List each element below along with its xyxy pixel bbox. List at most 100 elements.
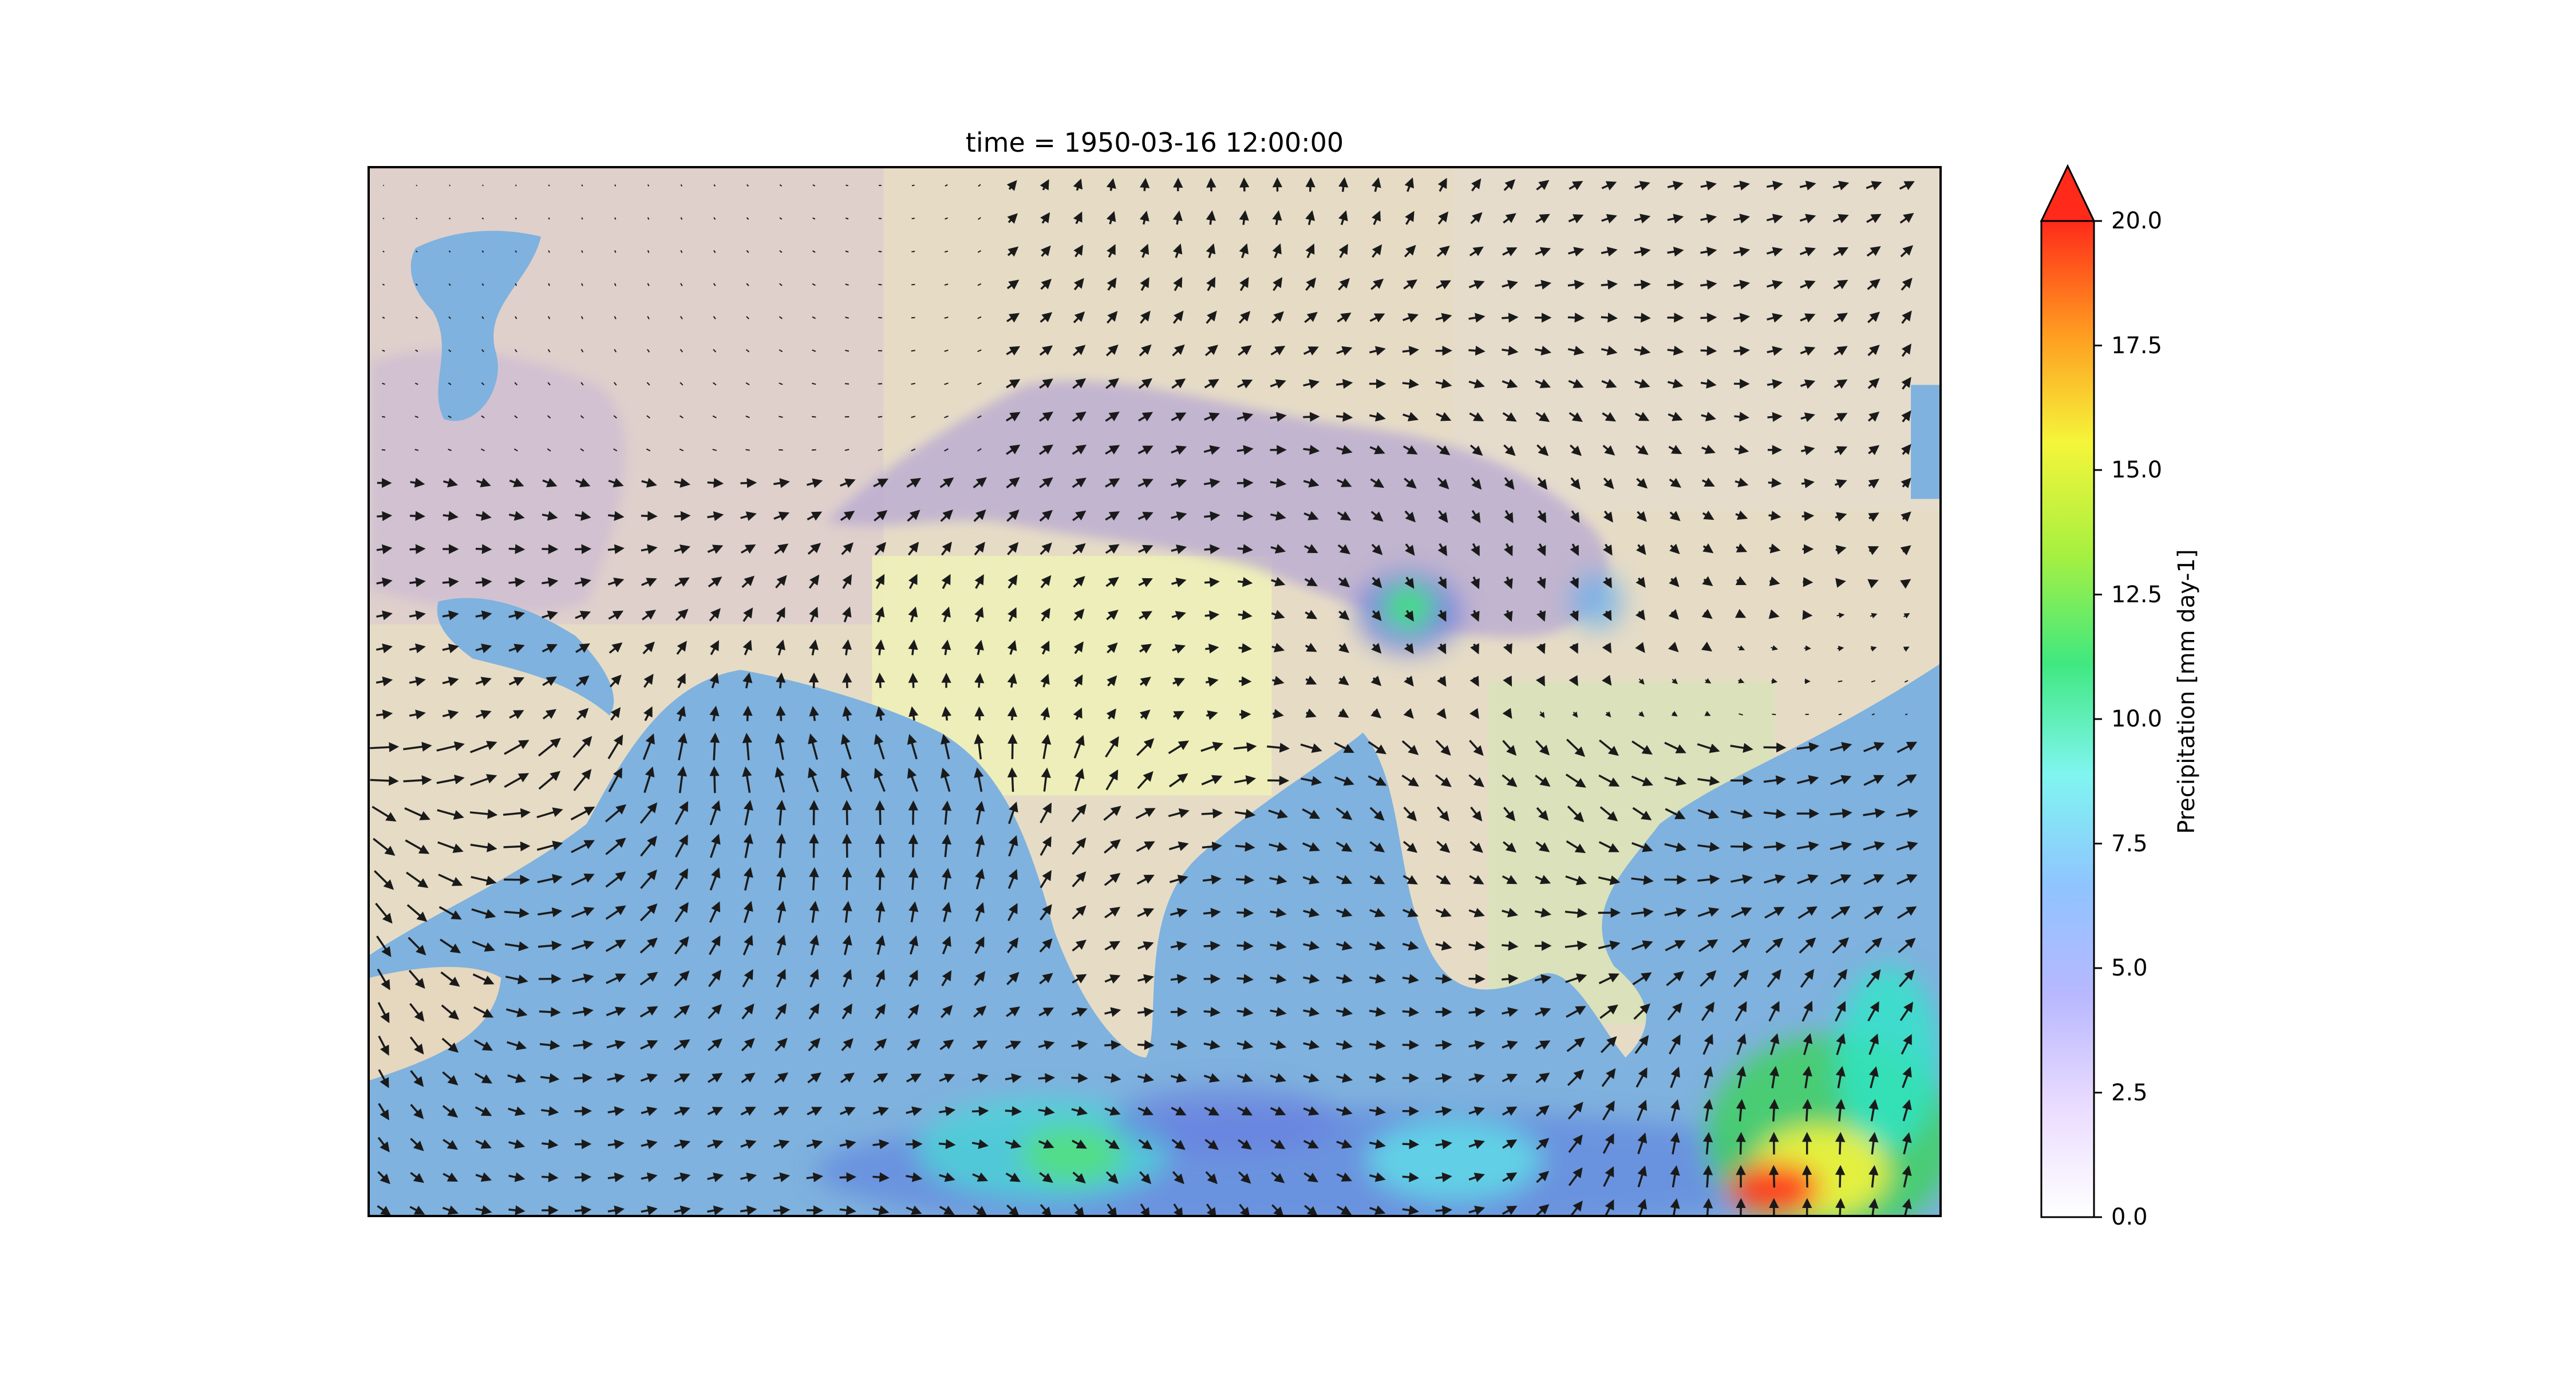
wind-arrow: [1171, 511, 1187, 522]
colorbar-label: Precipitation [mm day-1]: [2174, 549, 2200, 834]
wind-arrow: [1140, 310, 1151, 324]
wind-arrow: [1304, 311, 1318, 323]
wind-arrow: [1566, 739, 1586, 757]
wind-arrow: [475, 577, 492, 587]
wind-arrow: [1701, 477, 1715, 487]
wind-arrow: [1565, 875, 1587, 886]
wind-arrow: [1863, 742, 1885, 752]
wind-arrow: [1601, 279, 1618, 290]
wind-arrow: [1668, 609, 1679, 620]
wind-arrow: [1704, 710, 1711, 716]
wind-arrow: [1804, 645, 1811, 652]
wind-arrow: [1303, 445, 1320, 455]
wind-arrow: [1535, 345, 1552, 356]
wind-arrow: [1007, 213, 1018, 224]
wind-arrow: [742, 934, 753, 956]
wind-arrow: [1536, 510, 1547, 523]
wind-arrow: [538, 907, 563, 918]
wind-arrow: [1601, 345, 1618, 356]
wind-arrow: [1201, 775, 1223, 785]
wind-arrow: [1204, 345, 1219, 357]
wind-arrow: [642, 733, 655, 760]
wind-arrow: [404, 807, 430, 820]
wind-arrow: [1272, 210, 1282, 226]
wind-arrow: [415, 283, 418, 286]
wind-arrow: [1173, 277, 1183, 291]
wind-arrow: [1267, 775, 1290, 786]
wind-arrow: [845, 283, 849, 286]
wind-arrow: [1006, 477, 1020, 489]
wind-arrow: [606, 973, 626, 984]
wind-arrow: [1568, 181, 1583, 191]
wind-arrow: [1041, 767, 1051, 792]
wind-arrow: [505, 974, 528, 985]
wind-arrow: [1796, 742, 1819, 752]
wind-arrow: [1799, 214, 1816, 224]
wind-arrow: [1469, 840, 1483, 853]
wind-arrow: [1270, 941, 1287, 951]
wind-arrow: [1733, 214, 1751, 224]
wind-arrow: [542, 643, 558, 653]
wind-arrow: [674, 544, 691, 554]
wind-arrow: [944, 349, 949, 352]
wind-arrow: [548, 283, 550, 286]
wind-arrow: [911, 416, 916, 418]
wind-arrow: [1073, 641, 1084, 654]
wind-arrow: [542, 577, 559, 587]
wind-arrow: [1303, 511, 1319, 520]
wind-arrow: [1204, 577, 1220, 587]
wind-arrow: [376, 935, 392, 957]
wind-arrow: [1270, 346, 1286, 356]
wind-arrow: [878, 448, 883, 451]
wind-arrow: [808, 767, 819, 792]
wind-arrow: [974, 970, 986, 986]
wind-arrow: [978, 217, 981, 220]
wind-arrow: [1901, 344, 1912, 357]
wind-arrow: [1730, 907, 1752, 918]
wind-arrow: [1206, 310, 1217, 324]
wind-arrow: [1867, 278, 1880, 290]
wind-arrow: [1672, 678, 1678, 684]
wind-arrow: [1008, 607, 1017, 622]
wind-arrow: [504, 941, 529, 951]
wind-arrow: [974, 639, 984, 656]
wind-arrow: [874, 510, 888, 522]
wind-arrow: [1737, 645, 1745, 650]
wind-arrow: [1863, 841, 1885, 851]
wind-arrow: [776, 901, 787, 923]
wind-arrow: [1636, 477, 1648, 489]
wind-arrow: [709, 766, 720, 793]
wind-arrow: [709, 935, 721, 956]
wind-arrow: [1139, 210, 1149, 225]
wind-arrow: [442, 709, 459, 720]
wind-arrow: [1237, 577, 1253, 587]
wind-arrow: [1469, 708, 1479, 719]
wind-arrow: [1835, 544, 1847, 555]
wind-arrow: [1338, 675, 1349, 686]
wind-arrow: [1634, 246, 1651, 257]
wind-arrow: [908, 969, 918, 987]
wind-arrow: [1599, 806, 1618, 822]
wind-arrow: [974, 733, 984, 760]
wind-arrow: [647, 217, 650, 220]
wind-arrow: [1831, 906, 1851, 919]
wind-arrow: [1304, 577, 1318, 587]
wind-arrow: [1404, 177, 1415, 192]
wind-arrow: [1072, 378, 1086, 389]
wind-arrow: [1833, 247, 1849, 256]
wind-arrow: [1601, 378, 1617, 388]
wind-arrow: [977, 448, 982, 452]
wind-arrow: [677, 766, 688, 793]
wind-arrow: [1601, 247, 1618, 257]
wind-arrow: [376, 544, 393, 554]
wind-arrow: [875, 606, 885, 623]
wind-arrow: [542, 511, 558, 521]
wind-arrow: [374, 870, 394, 890]
wind-arrow: [712, 382, 717, 386]
wind-arrow: [370, 776, 399, 786]
wind-arrow: [875, 574, 885, 589]
wind-arrow: [977, 250, 981, 253]
wind-arrow: [1401, 775, 1419, 787]
wind-arrow: [1336, 941, 1353, 951]
wind-arrow: [1796, 841, 1819, 851]
